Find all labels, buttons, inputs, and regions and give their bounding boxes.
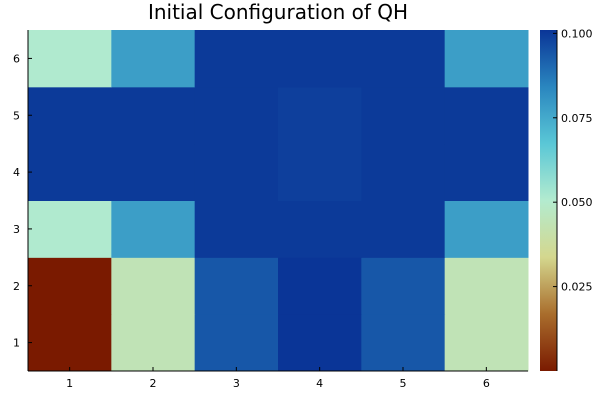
- heatmap-cell: [194, 86, 279, 145]
- y-tick-label: 6: [13, 52, 20, 65]
- heatmap-cell: [278, 257, 362, 315]
- heatmap-cell: [278, 30, 362, 88]
- heatmap-cell: [361, 314, 446, 372]
- heatmap-cell: [444, 257, 529, 315]
- chart-title: Initial Configuration of QH: [148, 0, 408, 24]
- heatmap-cell: [278, 143, 362, 201]
- heatmap-cell: [444, 143, 529, 201]
- heatmap-cell: [361, 257, 446, 315]
- heatmap-cell: [444, 30, 529, 88]
- heatmap-cell: [111, 143, 196, 201]
- y-tick-label: 4: [13, 166, 20, 179]
- heatmap-cell: [361, 86, 446, 145]
- heatmap-cell: [444, 200, 529, 258]
- heatmap-cell: [111, 257, 196, 315]
- heatmap-cell: [194, 30, 279, 88]
- heatmap-cell: [278, 200, 362, 258]
- heatmap-cells: [28, 30, 529, 372]
- colorbar-gradient: [540, 30, 557, 371]
- y-axis-ticks: 1 2 3 4 5 6: [13, 52, 32, 350]
- heatmap-cell: [444, 314, 529, 372]
- heatmap-cell: [194, 257, 279, 315]
- heatmap-cell: [194, 314, 279, 372]
- colorbar-tick-label: 0.050: [561, 196, 593, 209]
- heatmap-cell: [194, 143, 279, 201]
- heatmap-cell: [361, 200, 446, 258]
- axes-frame: [27, 30, 528, 372]
- heatmap-cell: [361, 30, 446, 88]
- heatmap-cell: [28, 200, 112, 258]
- y-tick-label: 5: [13, 109, 20, 122]
- x-axis-ticks: 1 2 3 4 5 6: [66, 367, 490, 390]
- colorbar-tick-label: 0.025: [561, 281, 593, 294]
- y-tick-label: 1: [13, 337, 20, 350]
- heatmap-cell: [28, 86, 112, 145]
- x-tick-label: 3: [233, 377, 240, 390]
- heatmap-cell: [194, 200, 279, 258]
- heatmap-cell: [28, 314, 112, 372]
- heatmap-cell: [28, 257, 112, 315]
- colorbar-tick-label: 0.100: [561, 27, 593, 40]
- x-tick-label: 5: [400, 377, 407, 390]
- heatmap-cell: [28, 30, 112, 88]
- heatmap-cell: [278, 314, 362, 372]
- heatmap-cell: [28, 143, 112, 201]
- heatmap-cell: [111, 86, 196, 145]
- heatmap-cell: [444, 86, 529, 145]
- x-tick-label: 4: [316, 377, 323, 390]
- heatmap-cell: [111, 314, 196, 372]
- x-tick-label: 1: [66, 377, 73, 390]
- y-tick-label: 3: [13, 223, 20, 236]
- heatmap-cell: [278, 86, 362, 145]
- heatmap-cell: [111, 30, 196, 88]
- x-tick-label: 2: [150, 377, 157, 390]
- colorbar: 0.025 0.050 0.075 0.100: [540, 27, 593, 371]
- x-tick-label: 6: [483, 377, 490, 390]
- colorbar-tick-label: 0.075: [561, 112, 593, 125]
- heatmap-cell: [111, 200, 196, 258]
- heatmap-cell: [361, 143, 446, 201]
- y-tick-label: 2: [13, 280, 20, 293]
